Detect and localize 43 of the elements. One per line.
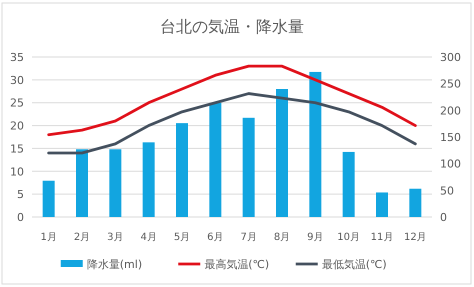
y-tick-label: 10 bbox=[10, 165, 24, 178]
bar bbox=[176, 123, 188, 217]
legend-label: 最低気温(℃) bbox=[322, 258, 387, 271]
y2-tick-label: 100 bbox=[440, 158, 461, 171]
x-tick-label: 5月 bbox=[174, 232, 190, 243]
bar bbox=[209, 102, 222, 217]
x-tick-label: 4月 bbox=[140, 232, 157, 243]
y2-tick-label: 200 bbox=[440, 104, 461, 118]
x-tick-label: 1月 bbox=[40, 232, 57, 243]
y2-tick-label: 250 bbox=[440, 78, 461, 91]
y-tick-label: 5 bbox=[17, 188, 24, 202]
y-tick-label: 30 bbox=[10, 74, 24, 87]
y2-tick-label: 150 bbox=[440, 131, 461, 144]
bar bbox=[242, 118, 255, 217]
y2-tick-label: 300 bbox=[440, 51, 461, 64]
y2-tick-label: 0 bbox=[440, 211, 447, 224]
bar bbox=[276, 89, 288, 217]
x-tick-label: 7月 bbox=[240, 232, 257, 243]
chart-title: 台北の気温・降水量 bbox=[160, 17, 304, 36]
x-tick-label: 8月 bbox=[274, 232, 290, 243]
bar bbox=[409, 188, 422, 217]
bar bbox=[142, 142, 155, 217]
x-tick-label: 9月 bbox=[307, 232, 324, 243]
bar bbox=[309, 72, 322, 217]
bar bbox=[76, 149, 88, 217]
bar bbox=[42, 180, 55, 217]
x-tick-label: 12月 bbox=[404, 232, 427, 243]
legend-label: 最高気温(℃) bbox=[204, 258, 270, 271]
x-tick-label: 6月 bbox=[207, 232, 224, 243]
y-tick-label: 20 bbox=[10, 120, 24, 133]
bar bbox=[376, 192, 388, 217]
x-tick-label: 10月 bbox=[337, 232, 360, 243]
y-tick-label: 0 bbox=[17, 211, 24, 224]
y-tick-label: 15 bbox=[10, 142, 24, 156]
bar bbox=[109, 149, 122, 217]
y-tick-label: 35 bbox=[10, 51, 24, 64]
bar bbox=[342, 152, 355, 217]
x-tick-label: 2月 bbox=[74, 232, 90, 243]
y-tick-label: 25 bbox=[10, 96, 24, 110]
x-tick-label: 3月 bbox=[107, 232, 124, 243]
legend-label: 降水量(ml) bbox=[86, 258, 142, 271]
x-tick-label: 11月 bbox=[370, 232, 394, 243]
y2-tick-label: 50 bbox=[440, 184, 454, 198]
